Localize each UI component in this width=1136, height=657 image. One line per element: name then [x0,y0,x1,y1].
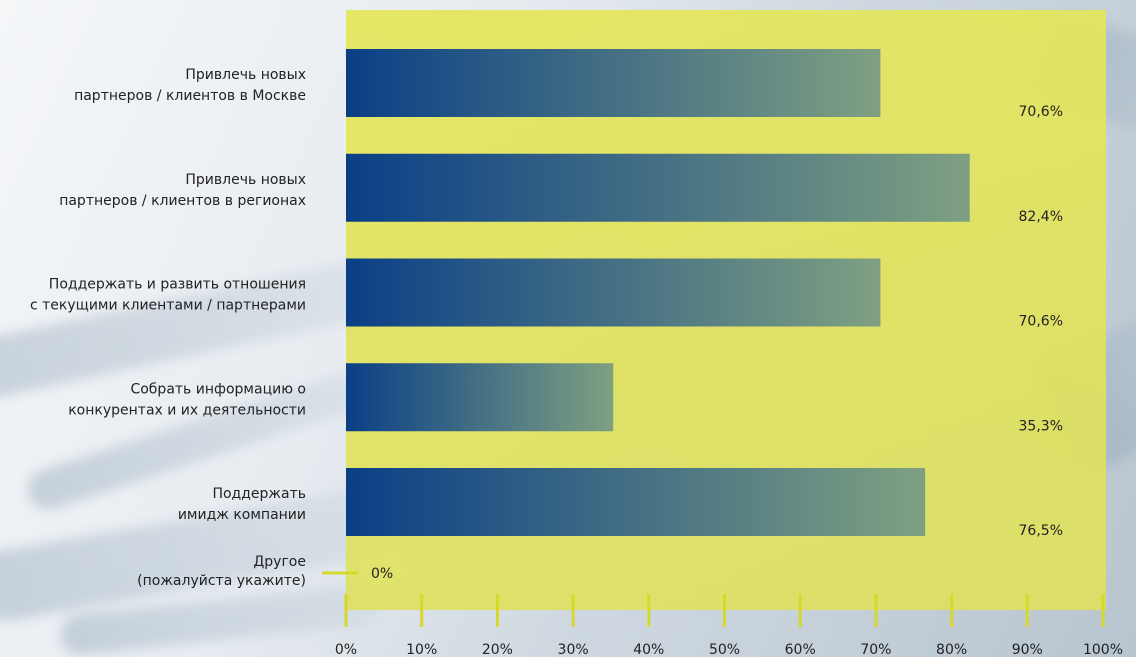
category-label: Привлечь новых [185,172,306,188]
bar [346,153,970,222]
category-label: Другое [253,554,306,570]
x-tick-label: 10% [406,642,437,657]
category-label: Собрать информацию о [130,381,306,397]
bar [346,363,614,432]
x-tick-label: 40% [633,642,664,657]
x-tick-label: 90% [1012,642,1043,657]
bar [346,258,881,327]
value-label: 70,6% [1019,314,1063,330]
value-label: 82,4% [1019,209,1063,225]
category-label: Поддержать и развить отношения [49,277,306,293]
category-label: имидж компании [178,507,306,523]
x-tick-label: 60% [785,642,816,657]
x-tick-label: 100% [1083,642,1123,657]
category-label: (пожалуйста укажите) [137,573,306,589]
bar [346,468,926,536]
x-tick-label: 20% [482,642,513,657]
bar [346,49,881,117]
value-label: 35,3% [1019,418,1063,434]
value-label: 70,6% [1019,104,1063,120]
category-label: партнеров / клиентов в Москве [74,88,306,104]
value-label: 76,5% [1019,523,1063,539]
x-tick-label: 30% [558,642,589,657]
x-tick-label: 0% [335,642,357,657]
category-label: с текущими клиентами / партнерами [30,298,306,314]
x-tick-label: 50% [709,642,740,657]
category-label: партнеров / клиентов в регионах [59,193,306,209]
category-label: Поддержать [212,486,306,502]
category-label: конкурентах и их деятельности [68,402,306,418]
value-label: 0% [371,566,393,582]
x-tick-label: 80% [936,642,967,657]
x-tick-label: 70% [860,642,891,657]
category-label: Привлечь новых [185,67,306,83]
